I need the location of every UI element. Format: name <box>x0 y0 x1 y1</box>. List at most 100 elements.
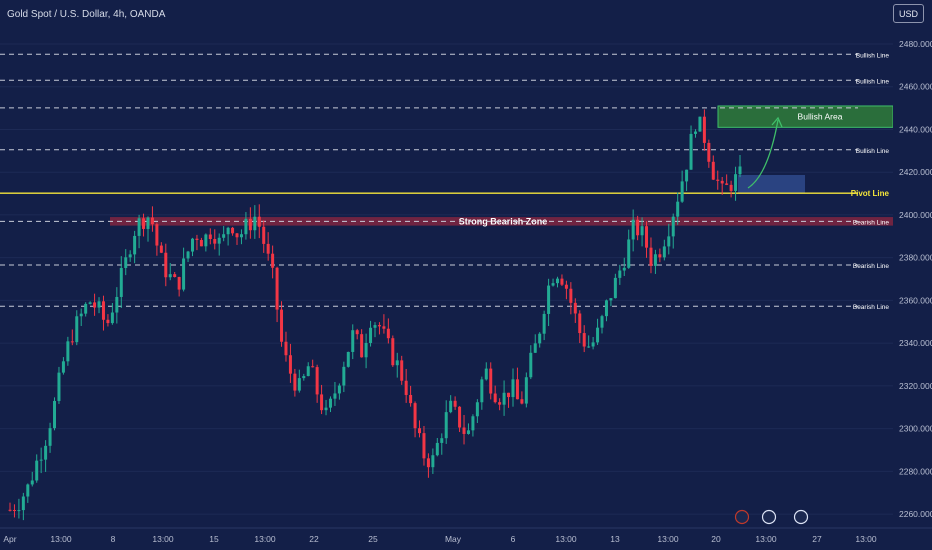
arrow-head-icon <box>771 116 783 128</box>
candle-body <box>671 216 675 237</box>
time-tick-label: 15 <box>209 534 219 544</box>
candle-body <box>191 238 194 252</box>
candle-body <box>133 235 137 255</box>
candle-body <box>333 393 337 399</box>
candle-body <box>275 267 279 310</box>
candle-body <box>324 407 328 411</box>
candle-body <box>515 379 519 400</box>
price-axis[interactable]: 2260.000 2280.000 2300.000 2320.000 2340.000… <box>893 30 932 528</box>
price-axis-bg <box>893 30 932 528</box>
candle-body <box>716 179 720 181</box>
candle-body <box>61 361 65 373</box>
candle-body <box>471 416 475 431</box>
candle-body <box>400 360 404 381</box>
candles <box>8 109 742 521</box>
candle-body <box>21 496 25 511</box>
symbol-title[interactable]: Gold Spot / U.S. Dollar, 4h, OANDA <box>7 9 166 20</box>
candle-body <box>649 247 653 266</box>
candle-body <box>110 312 114 324</box>
candle-body <box>369 327 373 343</box>
candle-body <box>645 226 649 248</box>
candle-body <box>627 239 631 268</box>
candle-body <box>529 352 533 378</box>
candle-body <box>560 278 564 285</box>
candle-body <box>355 330 359 335</box>
candle-body <box>489 368 493 394</box>
candle-body <box>569 288 573 303</box>
price-tick-label: 2280.000 <box>899 466 932 476</box>
currency-button[interactable]: USD <box>893 4 924 23</box>
candle-body <box>328 398 332 408</box>
candle-body <box>146 217 150 229</box>
candle-body <box>658 254 662 258</box>
time-tick-label: 13 <box>610 534 620 544</box>
time-tick-label: 8 <box>111 534 116 544</box>
candle-body <box>573 302 577 314</box>
candle-body <box>142 218 146 229</box>
candle-body <box>711 161 715 180</box>
candle-body <box>720 180 724 184</box>
candle-body <box>596 327 600 343</box>
candle-body <box>39 459 43 461</box>
candle-body <box>662 246 666 258</box>
price-tick-label: 2440.000 <box>899 124 932 134</box>
candle-body <box>409 394 413 404</box>
candle-body <box>458 406 462 428</box>
price-tick-label: 2360.000 <box>899 295 932 305</box>
candle-body <box>507 392 511 398</box>
candle-body <box>208 234 212 240</box>
candle-body <box>698 116 702 132</box>
projection-box <box>738 175 805 193</box>
candle-body <box>186 251 190 259</box>
candle-body <box>431 455 435 468</box>
event-markers[interactable] <box>734 509 809 525</box>
time-tick-label: Apr <box>3 534 16 544</box>
price-tick-label: 2480.000 <box>899 39 932 49</box>
candle-body <box>320 394 324 411</box>
candle-body <box>48 428 52 446</box>
candle-body <box>177 277 181 290</box>
candle-body <box>386 328 390 339</box>
candle-body <box>422 433 426 459</box>
candle-body <box>542 313 546 334</box>
candle-body <box>360 334 364 358</box>
candle-body <box>738 166 742 175</box>
candle-body <box>337 385 341 394</box>
candle-body <box>582 333 586 347</box>
candle-body <box>119 268 123 297</box>
candle-body <box>35 460 39 481</box>
candle-body <box>667 236 671 247</box>
us-flag-event-icon <box>793 509 809 525</box>
candle-body <box>653 254 657 266</box>
candle-body <box>213 239 217 244</box>
candle-body <box>226 227 230 235</box>
candle-body <box>444 412 448 439</box>
candle-body <box>364 342 368 358</box>
price-tick-label: 2400.000 <box>899 210 932 220</box>
candle-body <box>311 366 315 368</box>
candle-body <box>346 351 350 367</box>
candle-body <box>137 218 141 236</box>
candle-body <box>382 326 386 329</box>
candle-body <box>262 226 266 244</box>
bearish-zone-box <box>110 217 893 226</box>
time-tick-label: 6 <box>511 534 516 544</box>
candle-body <box>204 234 208 247</box>
candle-body <box>44 445 48 460</box>
candle-body <box>173 274 177 278</box>
time-axis[interactable]: Apr 13:00 8 13:00 15 13:00 22 25 May 6 13:00 13 13:0… <box>0 527 932 544</box>
bearish-zone-label: Strong Bearish Zone <box>459 216 548 226</box>
candle-body <box>707 142 711 162</box>
level-line-label: Bullish Line <box>856 78 890 85</box>
candle-body <box>538 333 542 344</box>
candle-body <box>640 226 644 236</box>
time-tick-label: 13:00 <box>254 534 276 544</box>
candle-body <box>115 296 119 313</box>
candle-body <box>462 427 466 434</box>
bullish-arrow <box>747 119 779 189</box>
candle-body <box>391 338 395 366</box>
candle-body <box>79 313 83 317</box>
zones: Bullish Area Strong Bearish Zone <box>110 105 894 226</box>
candle-body <box>426 458 430 468</box>
